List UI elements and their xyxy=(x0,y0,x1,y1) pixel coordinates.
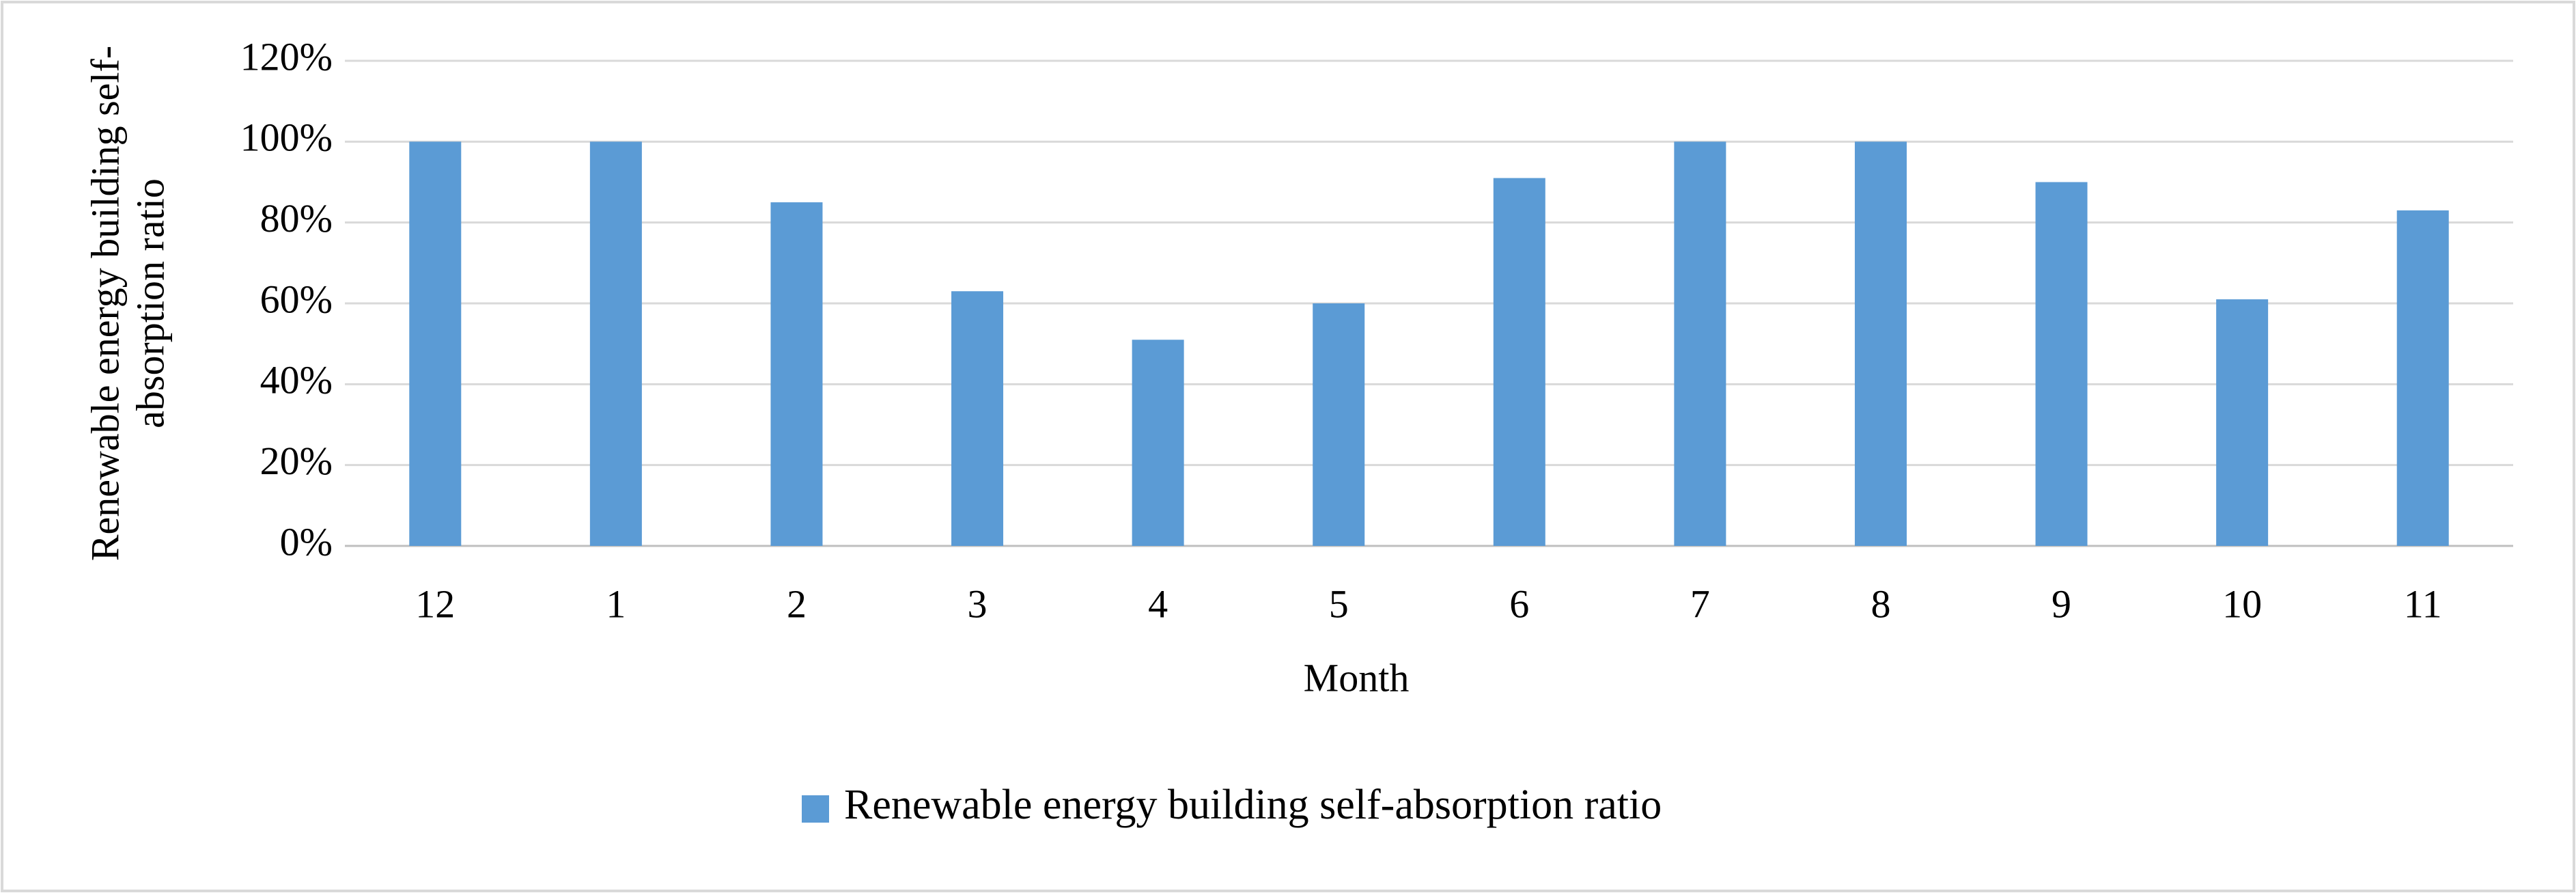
x-tick-label: 1 xyxy=(606,581,626,626)
legend-label: Renewable energy building self-absorptio… xyxy=(844,782,1662,828)
bar xyxy=(770,202,823,546)
x-tick-label: 5 xyxy=(1329,581,1349,626)
y-tick-label: 120% xyxy=(240,34,333,79)
bar xyxy=(1493,178,1545,546)
bar xyxy=(2396,210,2449,546)
bar xyxy=(2216,299,2269,546)
y-tick-label: 40% xyxy=(260,358,333,402)
bar xyxy=(2035,182,2088,546)
bar xyxy=(1674,141,1726,547)
y-tick-label: 20% xyxy=(260,439,333,483)
x-tick-label: 9 xyxy=(2052,581,2071,626)
bar xyxy=(589,141,642,547)
x-tick-label: 7 xyxy=(1690,581,1710,626)
bar xyxy=(1313,303,1365,546)
x-tick-label: 11 xyxy=(2404,581,2442,626)
bar xyxy=(409,141,462,547)
legend-swatch xyxy=(802,795,829,823)
bar xyxy=(1132,340,1184,546)
x-tick-label: 4 xyxy=(1148,581,1168,626)
x-tick-label: 3 xyxy=(968,581,988,626)
y-tick-label: 80% xyxy=(260,196,333,241)
y-axis-title: Renewable energy building self- xyxy=(83,46,127,561)
x-axis-title: Month xyxy=(1304,655,1410,700)
bar xyxy=(951,291,1004,546)
x-tick-label: 2 xyxy=(787,581,807,626)
bar xyxy=(1854,141,1907,547)
y-axis-title: absorption ratio xyxy=(128,178,172,428)
x-tick-label: 12 xyxy=(415,581,455,626)
y-tick-label: 60% xyxy=(260,277,333,321)
x-tick-label: 6 xyxy=(1509,581,1529,626)
x-tick-label: 8 xyxy=(1871,581,1890,626)
y-tick-label: 100% xyxy=(240,115,333,160)
x-tick-label: 10 xyxy=(2222,581,2262,626)
y-tick-label: 0% xyxy=(280,519,333,564)
